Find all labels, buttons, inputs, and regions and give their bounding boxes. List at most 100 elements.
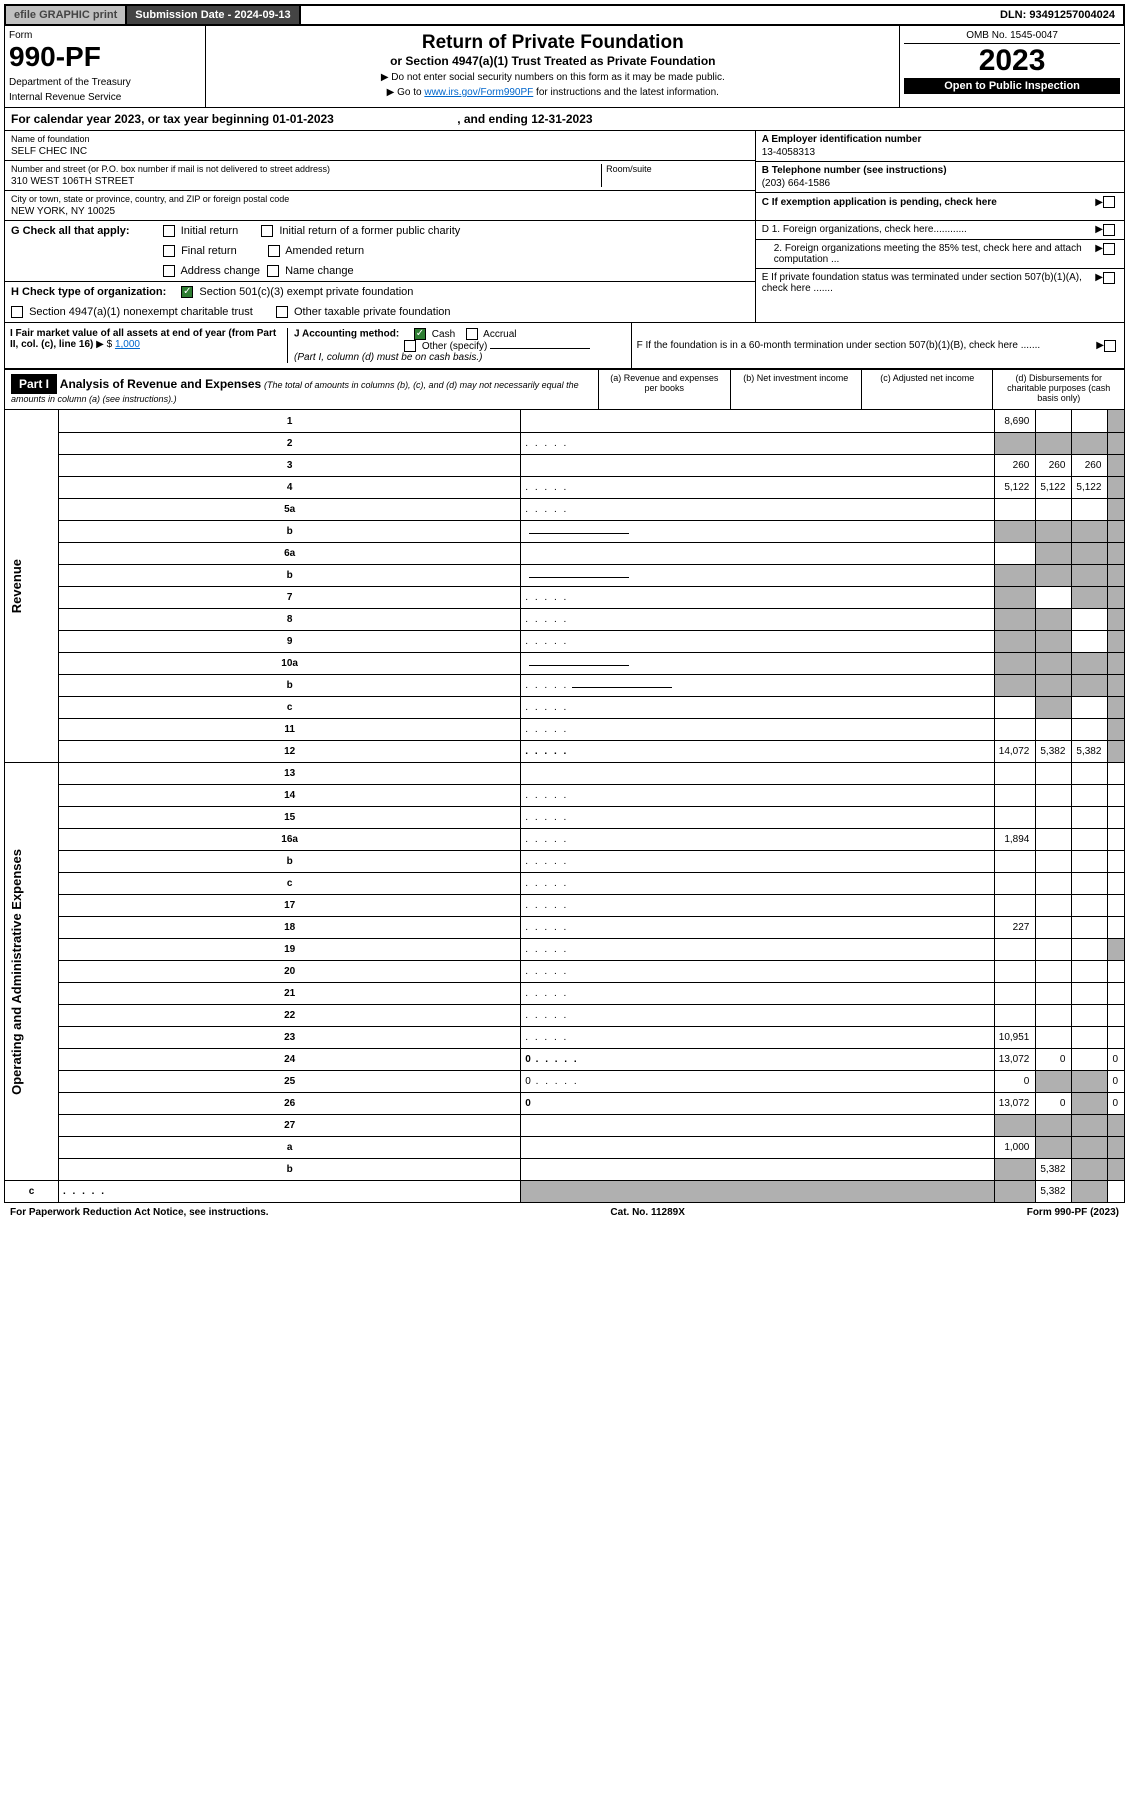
amended-checkbox[interactable] (268, 245, 280, 257)
cell-value (994, 542, 1036, 564)
irs-link[interactable]: www.irs.gov/Form990PF (424, 87, 533, 98)
name-change-checkbox[interactable] (267, 265, 279, 277)
other-method-checkbox[interactable] (404, 340, 416, 352)
cell-value (1036, 960, 1072, 982)
cell-value (1036, 586, 1072, 608)
cell-value (1072, 828, 1108, 850)
cell-value (1036, 762, 1072, 784)
cell-value (1036, 1070, 1072, 1092)
4947-checkbox[interactable] (11, 306, 23, 318)
cell-value: 227 (994, 916, 1036, 938)
foundation-info: Name of foundation SELF CHEC INC Number … (4, 131, 1125, 221)
line-description (521, 762, 994, 784)
form-title: Return of Private Foundation (212, 32, 893, 54)
line-number: c (5, 1180, 59, 1202)
foreign-org-checkbox[interactable] (1103, 224, 1115, 236)
cell-value (1036, 872, 1072, 894)
cell-value (1036, 498, 1072, 520)
cell-value (1072, 916, 1108, 938)
line-number: 25 (59, 1070, 521, 1092)
cell-value (1036, 828, 1072, 850)
cell-value (1108, 894, 1125, 916)
cell-value (1072, 1070, 1108, 1092)
line-description (521, 894, 994, 916)
footer-center: Cat. No. 11289X (610, 1207, 684, 1218)
efile-print-button[interactable]: efile GRAPHIC print (6, 6, 127, 24)
line-number: b (59, 520, 521, 542)
cell-value: 1,000 (994, 1136, 1036, 1158)
line-description (521, 960, 994, 982)
cell-value (1072, 806, 1108, 828)
line-number: b (59, 850, 521, 872)
table-row: 24013,07200 (5, 1048, 1125, 1070)
85pct-checkbox[interactable] (1103, 243, 1115, 255)
fmv-value: 1,000 (115, 339, 140, 350)
cell-value (1108, 432, 1125, 454)
cell-value (1036, 432, 1072, 454)
cell-value: 0 (1108, 1070, 1125, 1092)
line-number: 24 (59, 1048, 521, 1070)
cell-value: 0 (1036, 1092, 1072, 1114)
expenses-side-label: Operating and Administrative Expenses (5, 762, 59, 1180)
table-row: 17 (5, 894, 1125, 916)
60month-checkbox[interactable] (1104, 340, 1116, 352)
table-row: 19 (5, 938, 1125, 960)
line-description (521, 410, 994, 432)
line-description (521, 916, 994, 938)
dln: DLN: 93491257004024 (992, 6, 1123, 24)
col-c-header: (c) Adjusted net income (861, 370, 992, 409)
cell-value (994, 762, 1036, 784)
cell-value (1072, 432, 1108, 454)
cell-value (1072, 894, 1108, 916)
pending-checkbox[interactable] (1103, 196, 1115, 208)
line-description (59, 1180, 521, 1202)
line-number: 11 (59, 718, 521, 740)
line-number: 22 (59, 1004, 521, 1026)
table-row: a1,000 (5, 1136, 1125, 1158)
cell-value (1072, 960, 1108, 982)
cell-value (1036, 652, 1072, 674)
line-description (521, 608, 994, 630)
table-row: 18227 (5, 916, 1125, 938)
cell-value (1072, 1114, 1108, 1136)
cell-value (994, 1004, 1036, 1026)
cell-value (994, 718, 1036, 740)
initial-return-checkbox[interactable] (163, 225, 175, 237)
cell-value (1108, 608, 1125, 630)
cell-value (1108, 784, 1125, 806)
table-row: b (5, 850, 1125, 872)
table-row: c (5, 696, 1125, 718)
line-number: 19 (59, 938, 521, 960)
cell-value (994, 982, 1036, 1004)
cell-value (994, 630, 1036, 652)
address-change-checkbox[interactable] (163, 265, 175, 277)
line-description (521, 652, 994, 674)
cell-value (1072, 872, 1108, 894)
line-number: 4 (59, 476, 521, 498)
table-row: 2 (5, 432, 1125, 454)
501c3-checkbox[interactable] (181, 286, 193, 298)
cash-checkbox[interactable] (414, 328, 426, 340)
calendar-year-row: For calendar year 2023, or tax year begi… (4, 108, 1125, 131)
cell-value (1108, 674, 1125, 696)
table-row: 22 (5, 1004, 1125, 1026)
cell-value: 0 (1108, 1092, 1125, 1114)
accrual-checkbox[interactable] (466, 328, 478, 340)
cell-value (1036, 564, 1072, 586)
cell-value (994, 586, 1036, 608)
initial-former-checkbox[interactable] (261, 225, 273, 237)
cell-value (1036, 608, 1072, 630)
line-description (521, 938, 994, 960)
instruction-1: ▶ Do not enter social security numbers o… (212, 72, 893, 83)
cell-value (1072, 542, 1108, 564)
cell-value (1072, 1180, 1108, 1202)
telephone-label: B Telephone number (see instructions) (762, 165, 1118, 176)
final-return-checkbox[interactable] (163, 245, 175, 257)
cell-value (1036, 938, 1072, 960)
cell-value: 5,382 (1036, 1180, 1072, 1202)
table-row: 27 (5, 1114, 1125, 1136)
line-number: c (59, 696, 521, 718)
terminated-checkbox[interactable] (1103, 272, 1115, 284)
table-row: 20 (5, 960, 1125, 982)
other-taxable-checkbox[interactable] (276, 306, 288, 318)
